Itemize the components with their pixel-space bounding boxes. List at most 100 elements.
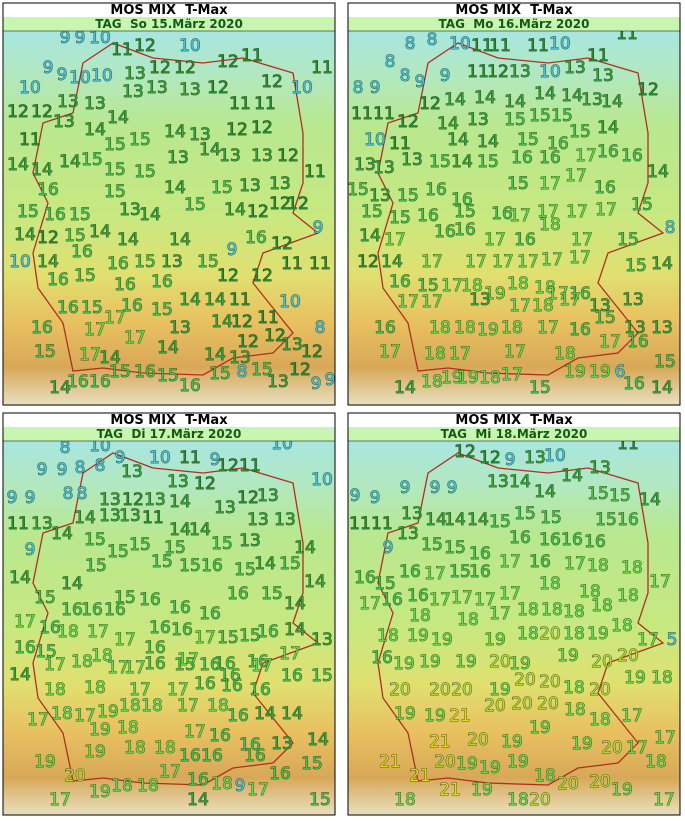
temperature-label: 16 [244,746,266,766]
temperature-label: 17 [537,202,559,222]
temperature-label: 10 [19,78,41,98]
temperature-label: 17 [84,320,106,340]
temperature-label: 14 [444,90,466,110]
temperature-label: 15 [104,160,126,180]
temperature-label: 15 [301,754,323,774]
temperature-label: 19 [484,284,506,304]
temperature-label: 18 [507,790,529,810]
temperature-label: 18 [507,274,529,294]
title-bar [3,413,335,427]
temperature-label: 18 [154,738,176,758]
temperature-label: 17 [177,696,199,716]
subtitle-bar [348,17,680,31]
temperature-label: 16 [617,510,639,530]
temperature-label: 13 [219,146,241,166]
temperature-label: 14 [84,120,106,140]
temperature-label: 8 [315,318,326,338]
temperature-label: 13 [401,504,423,524]
temperature-label: 17 [379,342,401,362]
temperature-label: 20 [617,646,639,666]
temperature-label: 9 [43,58,54,78]
temperature-label: 14 [254,704,276,724]
temperature-label: 17 [451,588,473,608]
temperature-label: 18 [57,622,79,642]
temperature-label: 17 [654,728,676,748]
temperature-label: 12 [277,146,299,166]
temperature-label: 12 [454,442,476,462]
temperature-label: 14 [164,122,186,142]
temperature-label: 11 [373,104,395,124]
temperature-label: 16 [569,284,591,304]
temperature-label: 14 [179,290,201,310]
temperature-label: 16 [201,746,223,766]
temperature-label: 13 [274,510,296,530]
temperature-label: 11 [371,514,393,534]
temperature-label: 14 [284,620,306,640]
temperature-label: 17 [429,590,451,610]
temperature-label: 16 [469,544,491,564]
temperature-label: 17 [599,332,621,352]
temperature-label: 16 [179,376,201,396]
temperature-label: 18 [51,704,73,724]
temperature-label: 20 [589,680,611,700]
temperature-label: 16 [219,666,241,686]
temperature-label: 19 [89,720,111,740]
temperature-label: 15 [477,152,499,172]
temperature-label: 13 [651,318,673,338]
temperature-label: 10 [449,34,471,54]
temperature-label: 17 [279,644,301,664]
temperature-label: 9 [430,478,441,498]
temperature-label: 19 [97,702,119,722]
temperature-label: 16 [249,680,271,700]
temperature-label: 16 [354,568,376,588]
temperature-label: 14 [304,572,326,592]
temperature-label: 13 [119,506,141,526]
temperature-label: 15 [311,666,333,686]
temperature-label: 19 [529,718,551,738]
temperature-label: 12 [207,78,229,98]
temperature-label: 17 [247,780,269,800]
temperature-label: 16 [389,272,411,292]
temperature-label: 14 [7,155,29,175]
temperature-label: 15 [109,362,131,382]
temperature-label: 21 [379,752,401,772]
temperature-label: 8 [77,484,88,504]
temperature-label: 16 [221,676,243,696]
temperature-label: 17 [509,296,531,316]
temperature-label: 19 [571,734,593,754]
temperature-label: 12 [397,112,419,132]
temperature-label: 13 [373,158,395,178]
temperature-label: 14 [504,92,526,112]
temperature-label: 19 [501,732,523,752]
subtitle-bar [3,427,335,441]
temperature-label: 12 [174,58,196,78]
temperature-label: 12 [251,118,273,138]
temperature-label: 14 [204,290,226,310]
temperature-label: 13 [121,462,143,482]
temperature-label: 15 [654,352,676,372]
temperature-label: 16 [44,205,66,225]
temperature-label: 16 [199,655,221,675]
temperature-label: 18 [454,318,476,338]
temperature-label: 12 [271,234,293,254]
temperature-label: 16 [281,666,303,686]
temperature-label: 13 [251,146,273,166]
temperature-label: 10 [91,66,113,86]
temperature-label: 19 [477,320,499,340]
temperature-label: 18 [119,696,141,716]
temperature-label: 17 [509,206,531,226]
temperature-label: 15 [81,298,103,318]
map-background [3,441,335,815]
temperature-label: 18 [651,668,673,688]
temperature-label: 18 [424,344,446,364]
subtitle-bar [3,17,335,31]
temperature-label: 15 [551,106,573,126]
temperature-label: 15 [504,110,526,130]
temperature-label: 12 [269,194,291,214]
temperature-label: 14 [49,378,71,398]
temperature-label: 15 [239,626,261,646]
temperature-label: 18 [207,696,229,716]
temperature-label: 13 [467,110,489,130]
temperature-label: 9 [313,218,324,238]
